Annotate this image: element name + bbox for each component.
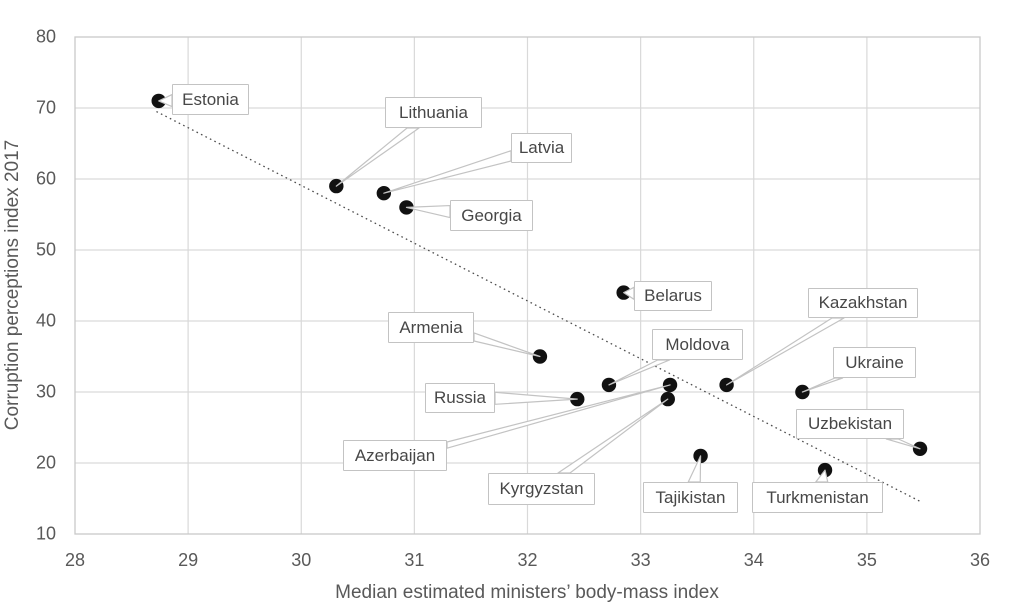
y-tick-label-60: 60	[35, 168, 56, 189]
y-tick-label-70: 70	[35, 97, 56, 118]
country-label-uzbekistan: Uzbekistan	[796, 409, 904, 439]
country-label-estonia: Estonia	[172, 84, 249, 115]
country-label-kazakhstan: Kazakhstan	[808, 288, 918, 318]
y-tick-label-20: 20	[35, 452, 56, 473]
y-tick-label-50: 50	[35, 239, 56, 260]
x-tick-label-31: 31	[404, 550, 425, 570]
country-label-armenia: Armenia	[388, 312, 474, 343]
x-tick-label-29: 29	[178, 550, 199, 570]
y-tick-label-80: 80	[35, 26, 56, 47]
leader-wedge-georgia	[405, 204, 451, 219]
country-label-russia: Russia	[425, 383, 495, 413]
trendline	[156, 110, 921, 502]
y-tick-label-10: 10	[35, 523, 56, 544]
x-axis-title: Median estimated ministers’ body-mass in…	[335, 582, 719, 603]
x-tick-label-34: 34	[743, 550, 764, 570]
x-tick-label-28: 28	[64, 550, 86, 570]
x-tick-label-36: 36	[969, 550, 991, 570]
leader-wedge-lithuania	[335, 127, 420, 187]
leader-wedge-kazakhstan	[725, 317, 845, 386]
country-label-turkmenistan: Turkmenistan	[752, 482, 883, 513]
x-tick-label-33: 33	[630, 550, 651, 570]
plot-border	[74, 36, 981, 535]
country-label-latvia: Latvia	[511, 133, 572, 163]
x-tick-label-32: 32	[517, 550, 538, 570]
leader-wedge-russia	[494, 391, 578, 405]
country-label-ukraine: Ukraine	[833, 347, 916, 378]
country-label-georgia: Georgia	[450, 200, 533, 231]
leader-wedge-armenia	[473, 332, 541, 358]
country-label-belarus: Belarus	[634, 281, 712, 311]
country-label-moldova: Moldova	[652, 329, 743, 360]
leader-wedge-latvia	[383, 150, 512, 194]
leader-wedge-ukraine	[801, 377, 844, 393]
country-label-lithuania: Lithuania	[385, 97, 482, 128]
y-tick-label-30: 30	[35, 381, 56, 402]
x-tick-label-30: 30	[291, 550, 312, 570]
country-label-tajikistan: Tajikistan	[643, 482, 738, 513]
leader-wedge-moldova	[608, 359, 671, 386]
leader-wedge-tajikistan	[687, 455, 702, 483]
country-label-kyrgyzstan: Kyrgyzstan	[488, 473, 595, 505]
leader-wedge-uzbekistan	[885, 438, 921, 450]
country-label-azerbaijan: Azerbaijan	[343, 440, 447, 471]
leader-wedge-azerbaijan	[446, 384, 671, 449]
y-axis-title: Corruption perceptions index 2017	[2, 139, 23, 431]
y-tick-label-40: 40	[35, 310, 56, 331]
x-tick-label-35: 35	[856, 550, 877, 570]
